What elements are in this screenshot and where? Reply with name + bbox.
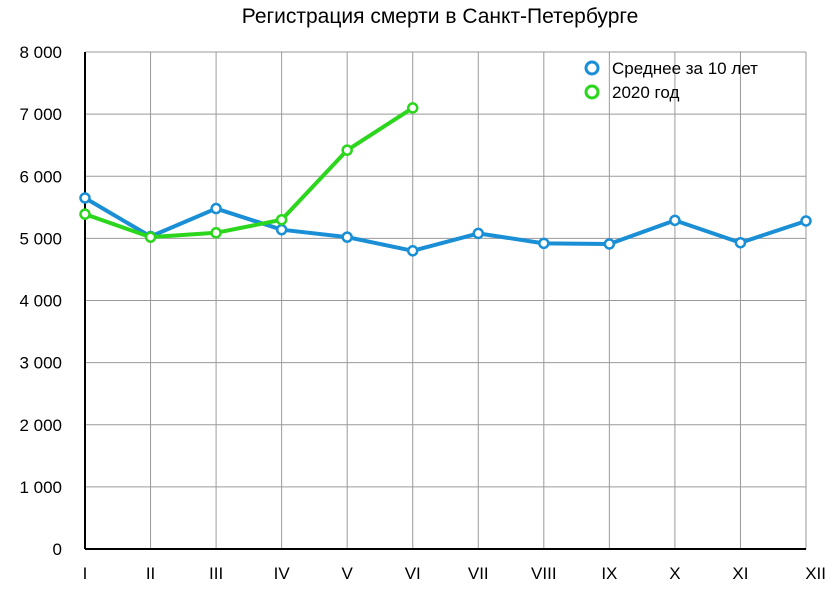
data-point xyxy=(734,236,747,249)
legend: Среднее за 10 лет 2020 год xyxy=(584,59,758,102)
data-point xyxy=(669,214,681,227)
x-axis-tick-labels: I II III IV V VI VII VIII IX X XI XII xyxy=(83,564,826,583)
data-point xyxy=(406,102,419,114)
data-point xyxy=(144,231,157,243)
series-layer xyxy=(79,102,812,257)
data-point xyxy=(79,192,91,204)
data-point xyxy=(538,237,550,250)
x-tick-label: VI xyxy=(405,564,421,583)
y-axis-tick-labels: 0 1 000 2 000 3 000 4 000 5 000 6 000 7 000 8 00… xyxy=(19,43,62,559)
chart-title: Регистрация смерти в Санкт-Петербурге xyxy=(242,5,639,28)
data-point xyxy=(79,208,91,220)
series-1 xyxy=(79,192,812,257)
data-point xyxy=(210,227,222,239)
y-tick-label: 4 000 xyxy=(19,292,62,311)
series-line xyxy=(83,105,415,240)
y-tick-label: 5 000 xyxy=(19,229,62,248)
x-tick-label: IV xyxy=(274,564,291,583)
x-tick-label: VII xyxy=(468,564,489,583)
axes xyxy=(84,52,806,550)
series-2 xyxy=(79,102,419,243)
y-tick-label: 8 000 xyxy=(19,43,62,62)
x-tick-label: V xyxy=(342,564,354,583)
legend-label: Среднее за 10 лет xyxy=(612,59,758,78)
data-point xyxy=(341,144,353,156)
x-tick-label: I xyxy=(83,564,88,583)
grid xyxy=(85,51,807,549)
x-tick-label: XII xyxy=(805,564,826,583)
y-tick-label: 3 000 xyxy=(19,354,62,373)
data-point xyxy=(472,227,485,240)
y-tick-label: 1 000 xyxy=(19,478,62,497)
data-point xyxy=(406,245,419,257)
x-tick-label: IX xyxy=(601,564,617,583)
legend-marker xyxy=(584,84,600,100)
y-tick-label: 7 000 xyxy=(19,105,62,124)
y-tick-label: 2 000 xyxy=(19,416,62,435)
x-tick-label: VIII xyxy=(531,564,557,583)
data-point xyxy=(210,202,222,215)
x-tick-label: III xyxy=(209,564,223,583)
data-point xyxy=(800,215,812,227)
y-tick-label: 0 xyxy=(53,540,62,559)
data-point xyxy=(275,223,288,236)
x-tick-label: II xyxy=(146,564,155,583)
data-point xyxy=(341,231,353,243)
x-tick-label: XI xyxy=(732,564,748,583)
legend-item: 2020 год xyxy=(584,83,679,102)
data-point xyxy=(275,213,288,226)
legend-label: 2020 год xyxy=(612,83,679,102)
series-line xyxy=(83,195,808,253)
y-tick-label: 6 000 xyxy=(19,167,62,186)
legend-item: Среднее за 10 лет xyxy=(584,59,758,78)
data-point xyxy=(603,238,616,250)
x-tick-label: X xyxy=(669,564,680,583)
legend-marker xyxy=(584,60,600,76)
